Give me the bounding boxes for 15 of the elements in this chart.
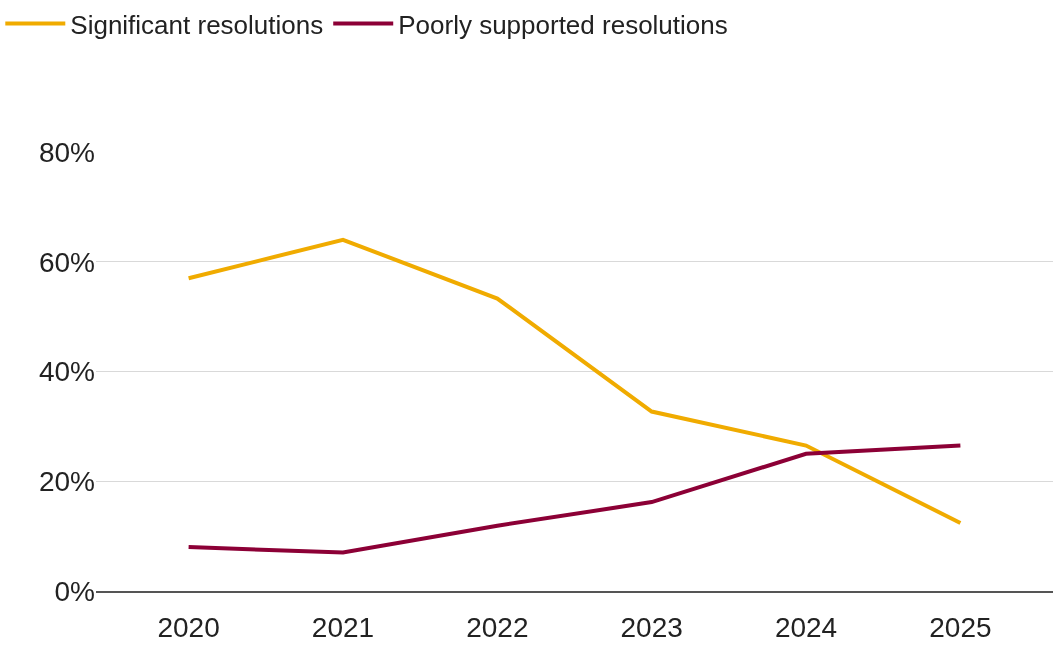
x-tick-label: 2025	[929, 611, 992, 643]
legend-label: Significant resolutions	[70, 9, 324, 40]
legend-label: Poorly supported resolutions	[398, 9, 728, 40]
y-tick-label: 20%	[38, 466, 95, 498]
x-tick-label: 2020	[157, 611, 220, 643]
y-tick-label: 0%	[54, 575, 95, 607]
x-tick-label: 2023	[620, 611, 683, 643]
x-tick-label: 2021	[311, 611, 375, 643]
y-tick-label: 40%	[38, 356, 95, 388]
line-series	[186, 443, 963, 555]
y-tick-label: 60%	[38, 246, 95, 278]
x-tick-label: 2024	[774, 611, 838, 643]
line-series	[186, 237, 963, 525]
x-tick-label: 2022	[466, 611, 529, 643]
y-tick-label: 80%	[38, 136, 95, 168]
